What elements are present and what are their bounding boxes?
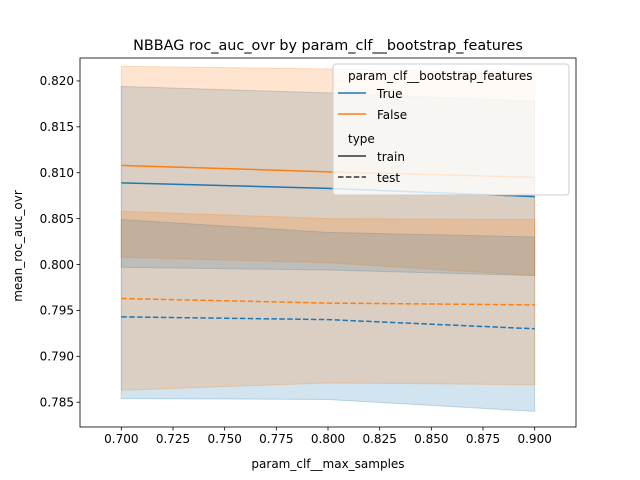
x-tick-label: 0.850 bbox=[414, 432, 448, 446]
x-tick-label: 0.700 bbox=[104, 432, 138, 446]
legend-box bbox=[332, 63, 570, 196]
series-line-false-test bbox=[121, 297, 535, 306]
y-tick-label: 0.800 bbox=[40, 258, 74, 272]
legend-label-train: train bbox=[377, 150, 405, 164]
legend-label-true: True bbox=[376, 87, 403, 101]
legend-style-title: type bbox=[348, 132, 375, 146]
y-axis-label: mean_roc_auc_ovr bbox=[11, 190, 25, 302]
y-tick-label: 0.820 bbox=[40, 74, 74, 88]
x-tick-label: 0.875 bbox=[466, 432, 500, 446]
confidence-band-3 bbox=[120, 210, 536, 391]
x-tick-label: 0.900 bbox=[517, 432, 551, 446]
x-axis-label: param_clf__max_samples bbox=[251, 457, 404, 471]
y-tick-label: 0.815 bbox=[40, 120, 74, 134]
legend-hue-title: param_clf__bootstrap_features bbox=[348, 69, 533, 83]
x-tick-label: 0.775 bbox=[259, 432, 293, 446]
y-tick-label: 0.795 bbox=[40, 304, 74, 318]
x-tick-label: 0.800 bbox=[311, 432, 345, 446]
series-line-true-test bbox=[121, 316, 535, 330]
y-tick-label: 0.785 bbox=[40, 396, 74, 410]
legend: param_clf__bootstrap_features True Falsety… bbox=[332, 63, 570, 196]
y-tick-label: 0.805 bbox=[40, 212, 74, 226]
plot-area: 0.700 0.725 0.750 0.775 0.800 0.825 0.850 0.875… bbox=[40, 57, 577, 446]
x-tick-label: 0.725 bbox=[156, 432, 190, 446]
legend-label-test: test bbox=[377, 171, 400, 185]
y-tick-label: 0.790 bbox=[40, 350, 74, 364]
confidence-band-2 bbox=[120, 219, 536, 412]
x-tick-label: 0.750 bbox=[207, 432, 241, 446]
chart-title: NBBAG roc_auc_ovr by param_clf__bootstra… bbox=[133, 38, 523, 54]
legend-label-false: False bbox=[377, 108, 407, 122]
y-tick-label: 0.810 bbox=[40, 166, 74, 180]
x-tick-label: 0.825 bbox=[362, 432, 396, 446]
